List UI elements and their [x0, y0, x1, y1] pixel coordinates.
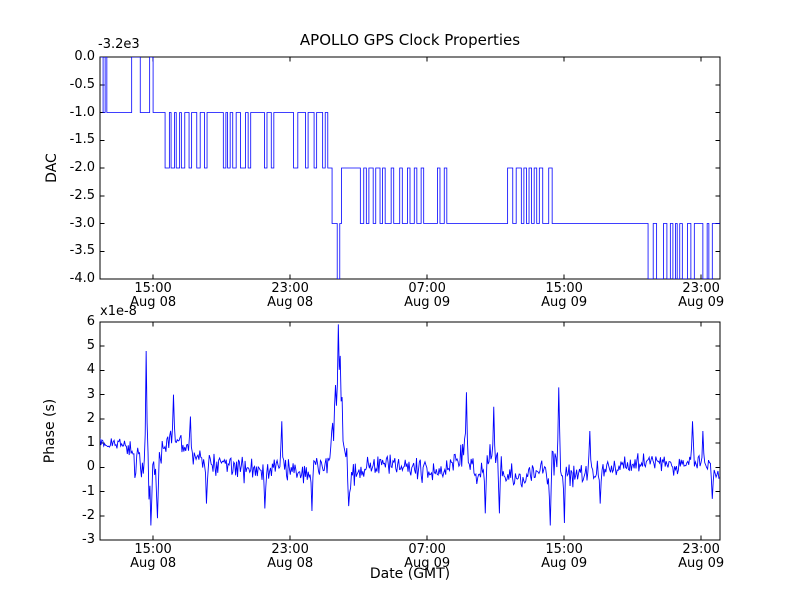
y-tick-label-top-5: -2.5: [69, 187, 95, 203]
subplot-bottom-frame: [99, 321, 721, 541]
x-tick-label-top-0: 15:00 Aug 08: [130, 281, 177, 310]
y-tick-label-top-7: -3.5: [69, 243, 95, 259]
bottom-axis-offset-text: x1e-8: [100, 304, 137, 319]
x-tick-label-top-2: 07:00 Aug 09: [404, 281, 451, 310]
y-tick-label-bottom-1: 5: [86, 338, 95, 354]
y-tick-label-bottom-2: 4: [86, 362, 95, 378]
bottom-y-axis-label: Phase (s): [42, 398, 58, 464]
y-tick-label-bottom-6: 0: [86, 459, 95, 475]
series-top: [100, 57, 720, 279]
y-tick-label-bottom-8: -2: [82, 507, 95, 523]
y-tick-label-bottom-5: 1: [86, 435, 95, 451]
series-bottom: [100, 324, 720, 526]
y-tick-label-bottom-9: -3: [82, 532, 95, 547]
y-tick-label-bottom-7: -1: [82, 483, 95, 499]
x-tick-label-bottom-2: 07:00 Aug 09: [404, 542, 451, 571]
y-tick-label-top-1: -0.5: [69, 76, 95, 92]
y-tick-label-top-6: -3.0: [69, 215, 95, 231]
y-tick-label-top-0: 0.0: [74, 49, 95, 64]
x-tick-label-bottom-0: 15:00 Aug 08: [130, 542, 177, 571]
x-axis-label: Date (GMT): [369, 566, 451, 582]
y-tick-label-top-3: -1.5: [69, 132, 95, 148]
top-axis-offset-text: -3.2e3: [98, 37, 140, 52]
y-tick-label-bottom-3: 3: [86, 386, 95, 402]
y-tick-label-top-8: -4.0: [69, 271, 95, 286]
y-tick-label-bottom-0: 6: [86, 314, 95, 329]
x-tick-label-bottom-1: 23:00 Aug 08: [267, 542, 314, 571]
y-tick-label-top-2: -1.0: [69, 104, 95, 120]
y-tick-label-bottom-4: 2: [86, 410, 95, 426]
x-tick-label-bottom-3: 15:00 Aug 09: [541, 542, 588, 571]
y-tick-label-top-4: -2.0: [69, 160, 95, 175]
x-tick-label-top-4: 23:00 Aug 09: [678, 281, 725, 310]
x-tick-label-bottom-4: 23:00 Aug 09: [678, 542, 725, 571]
chart-title: APOLLO GPS Clock Properties: [299, 31, 521, 49]
x-tick-label-top-3: 15:00 Aug 09: [541, 281, 588, 310]
x-tick-label-top-1: 23:00 Aug 08: [267, 281, 314, 310]
